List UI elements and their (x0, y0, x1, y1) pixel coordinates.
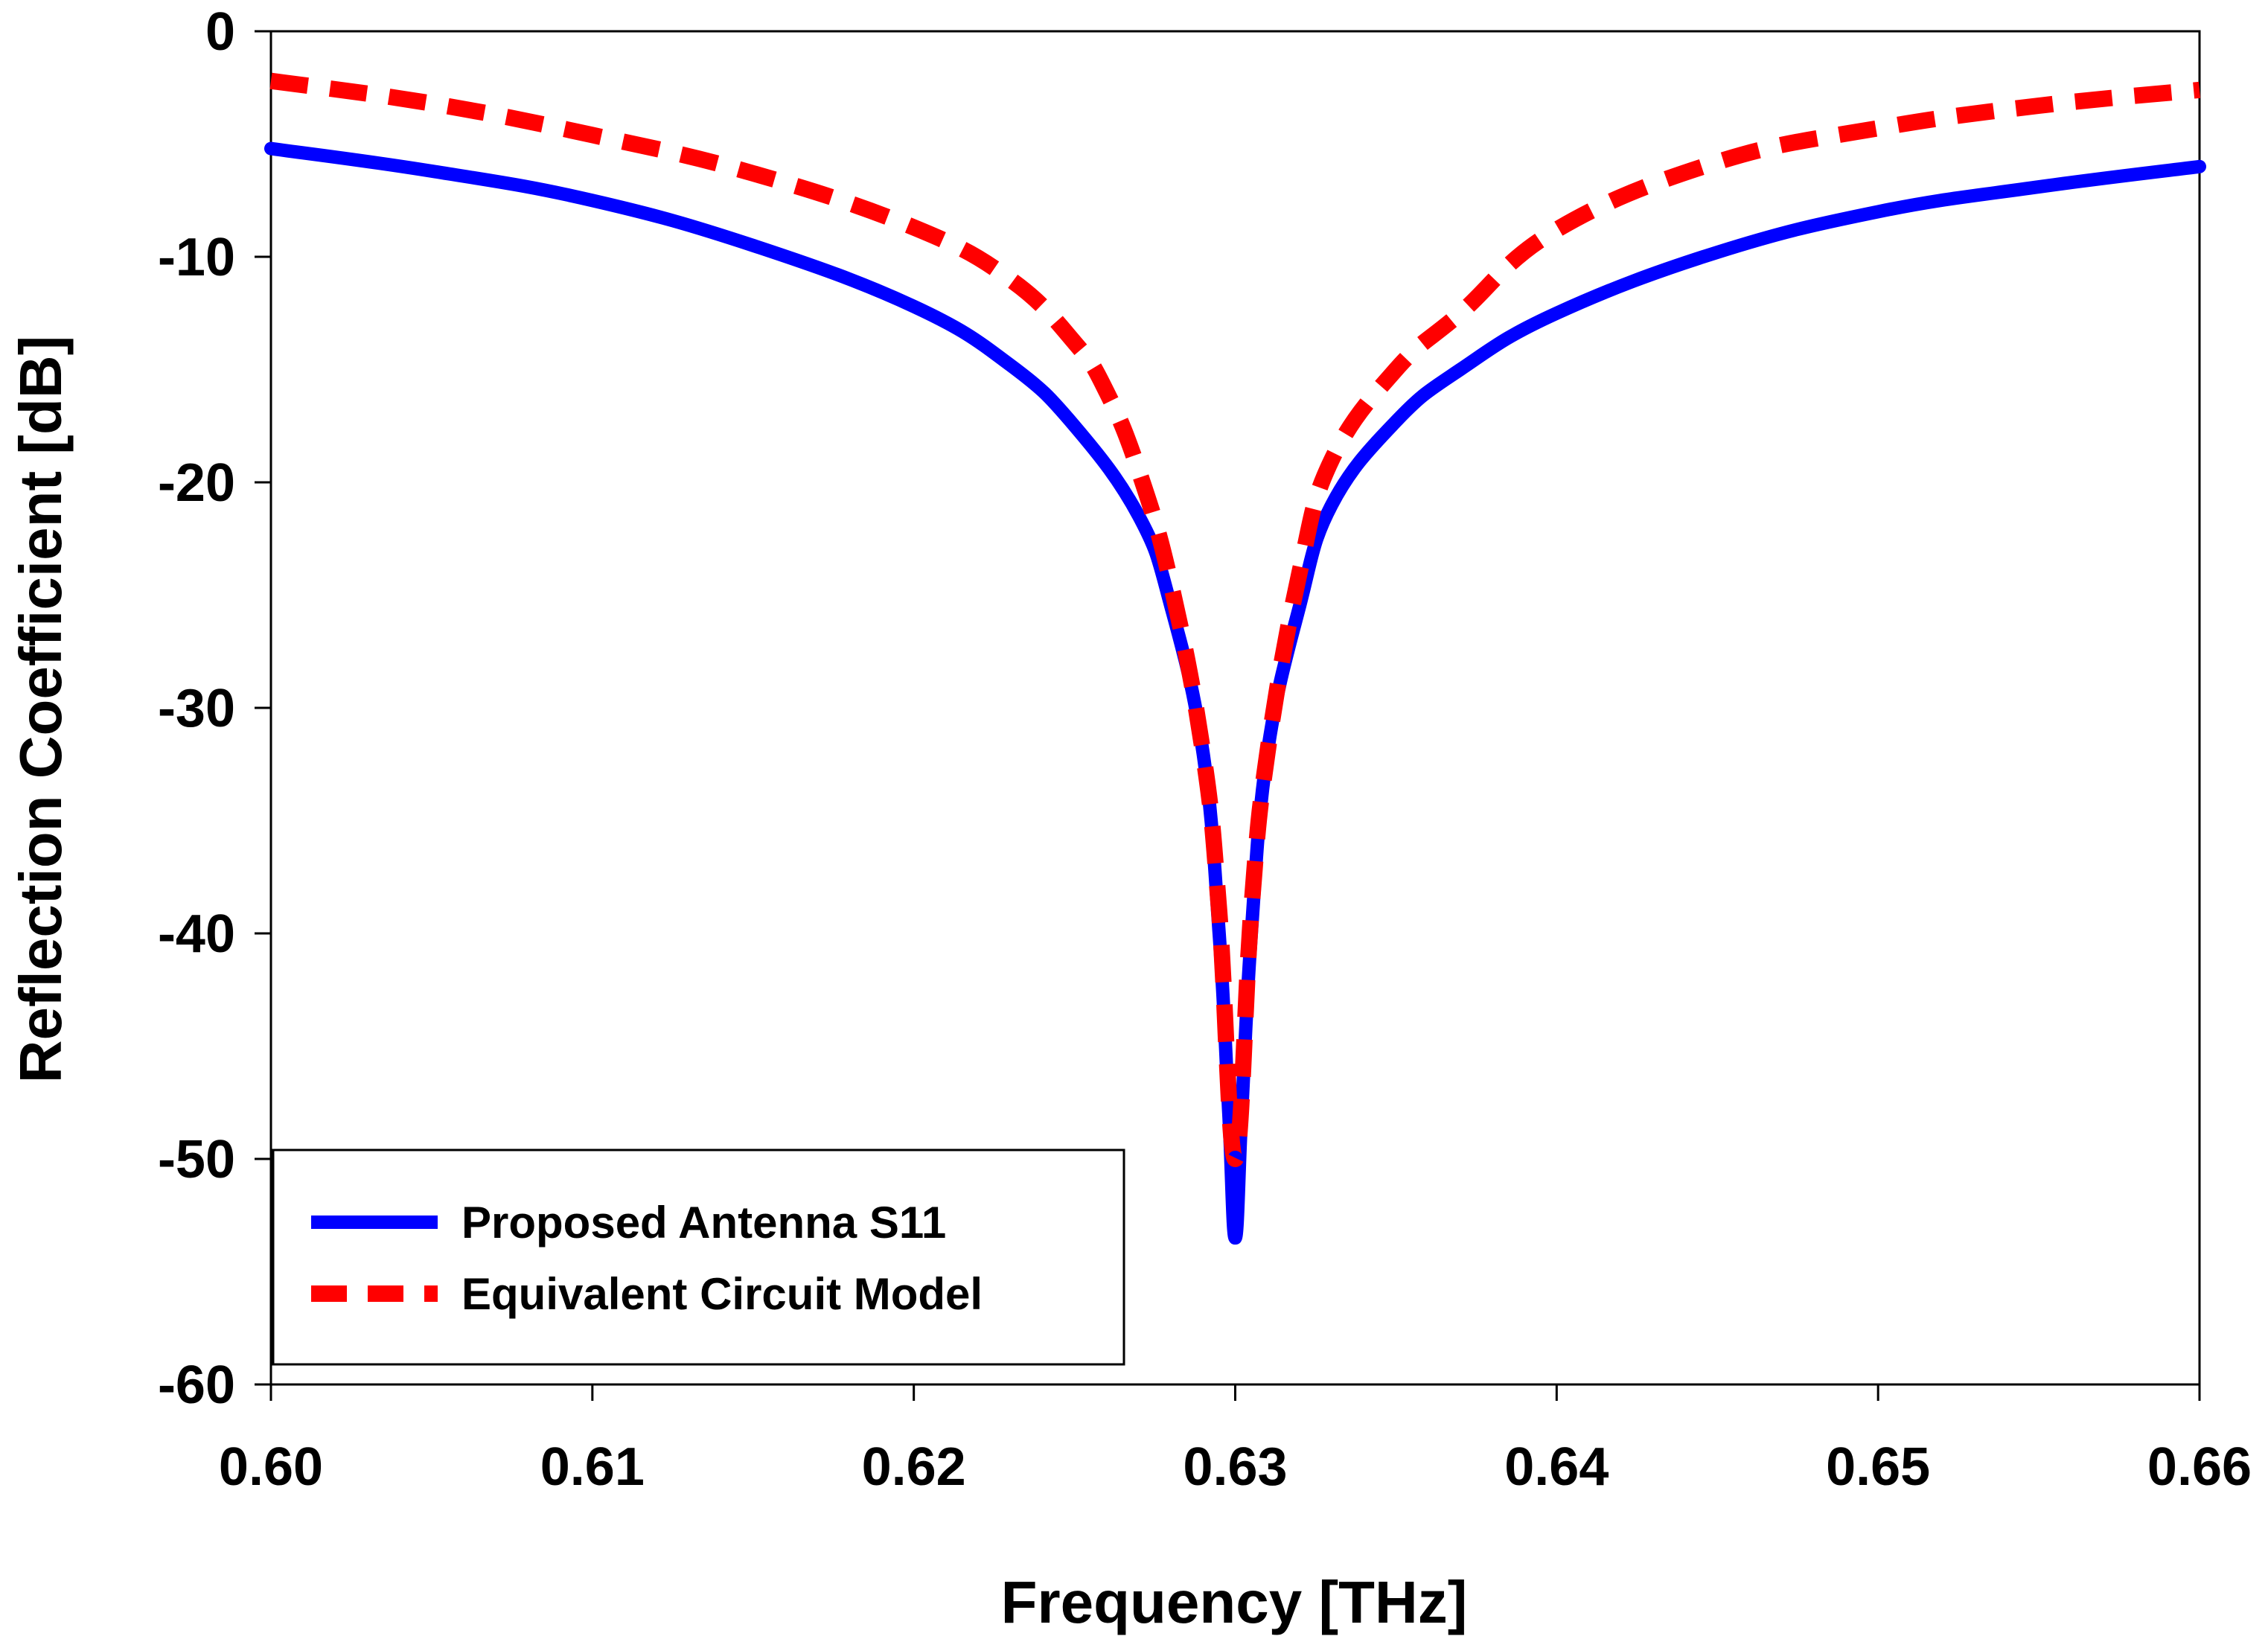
x-tick-label: 0.63 (1183, 1437, 1287, 1497)
x-tick-label: 0.62 (862, 1437, 966, 1497)
y-tick-label: -60 (158, 1355, 235, 1415)
x-tick-label: 0.65 (1826, 1437, 1930, 1497)
y-tick-label: -10 (158, 228, 235, 287)
legend: Proposed Antenna S11 Equivalent Circuit M… (272, 1149, 1125, 1366)
x-tick-label: 0.64 (1504, 1437, 1609, 1497)
y-tick-label: -20 (158, 453, 235, 513)
series-line-2 (269, 72, 2201, 1167)
legend-label-2: Equivalent Circuit Model (461, 1269, 983, 1319)
series-layer (264, 72, 2206, 1245)
y-axis-title: Reflection Coefficient [dB] (7, 336, 74, 1083)
y-tick-label: 0 (205, 2, 235, 62)
y-tick-label: -40 (158, 904, 235, 964)
x-tick-label: 0.66 (2147, 1437, 2252, 1497)
y-tick-label: -30 (158, 679, 235, 738)
legend-label-1: Proposed Antenna S11 (461, 1198, 946, 1248)
y-axis: 0 -10 -20 -30 -40 -50 -60 (158, 2, 271, 1415)
legend-box (272, 1149, 1125, 1366)
x-tick-label: 0.60 (219, 1437, 323, 1497)
y-tick-label: -50 (158, 1130, 235, 1189)
x-axis: 0.60 0.61 0.62 0.63 0.64 0.65 0.66 (219, 1384, 2252, 1497)
series-line-1 (264, 141, 2206, 1245)
x-axis-title: Frequency [THz] (1001, 1569, 1468, 1635)
x-tick-label: 0.61 (540, 1437, 645, 1497)
